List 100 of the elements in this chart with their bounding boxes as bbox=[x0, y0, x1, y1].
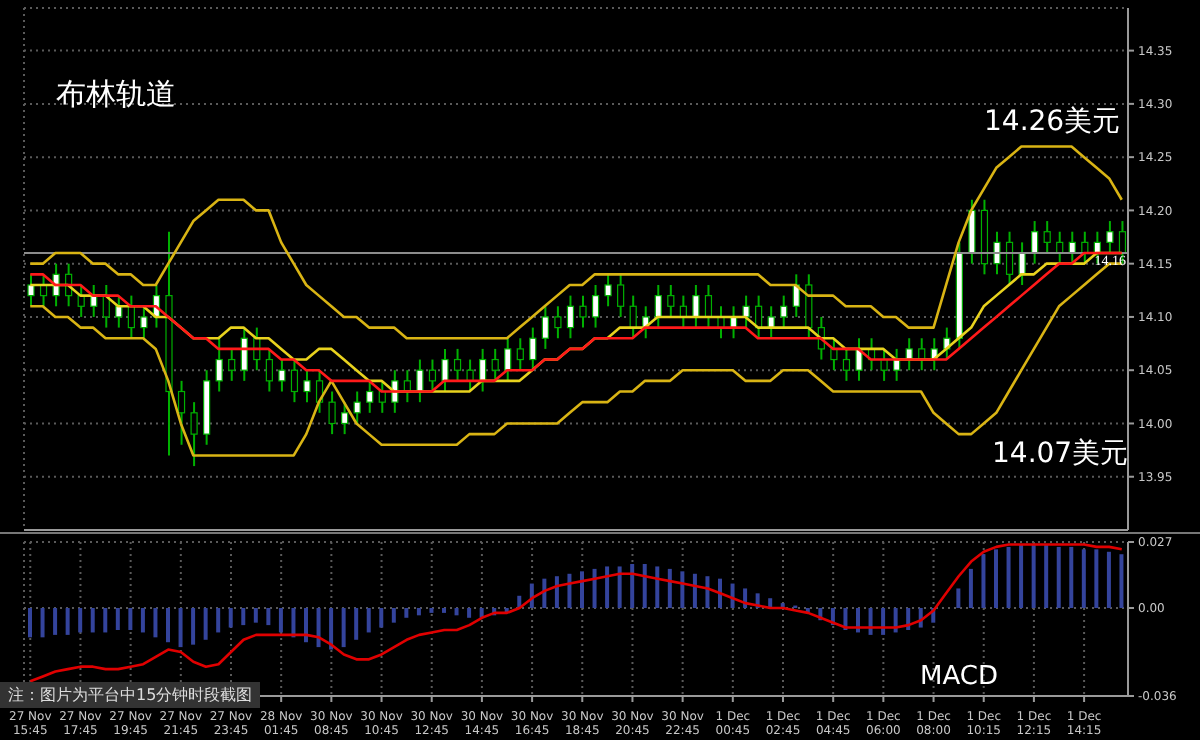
bar bbox=[554, 576, 559, 608]
candlestick bbox=[190, 401, 198, 468]
bar bbox=[291, 608, 296, 638]
candlestick bbox=[855, 337, 863, 382]
candlestick bbox=[968, 198, 976, 265]
bar bbox=[90, 608, 95, 633]
bar bbox=[266, 608, 271, 626]
bar bbox=[592, 568, 597, 608]
bar bbox=[28, 608, 32, 638]
candlestick bbox=[692, 283, 700, 329]
candlestick bbox=[265, 347, 273, 393]
candlestick bbox=[278, 358, 286, 393]
bar bbox=[304, 608, 308, 643]
bar bbox=[467, 608, 472, 618]
bar bbox=[1119, 554, 1124, 608]
bar bbox=[391, 608, 396, 623]
candlestick bbox=[704, 283, 713, 329]
candlestick bbox=[453, 347, 462, 382]
bar bbox=[1044, 544, 1049, 608]
text: MACD bbox=[920, 662, 998, 692]
candlestick bbox=[617, 273, 625, 318]
bar bbox=[404, 608, 409, 618]
bar bbox=[956, 588, 961, 608]
bar bbox=[1019, 544, 1024, 608]
bar bbox=[542, 578, 547, 608]
candlestick bbox=[591, 283, 600, 329]
bar bbox=[166, 608, 170, 643]
candlestick bbox=[240, 326, 248, 382]
bar bbox=[203, 608, 208, 640]
bar bbox=[605, 566, 610, 608]
candlestick bbox=[328, 390, 336, 436]
bar bbox=[103, 608, 108, 633]
bar bbox=[40, 608, 45, 638]
candlestick bbox=[1043, 220, 1051, 255]
bar bbox=[379, 608, 384, 628]
bar bbox=[617, 566, 622, 608]
candlestick bbox=[780, 294, 788, 329]
bar bbox=[128, 608, 133, 630]
bar bbox=[191, 608, 196, 645]
candlestick bbox=[880, 347, 888, 382]
bar bbox=[228, 608, 233, 628]
candlestick bbox=[993, 230, 1001, 276]
bar bbox=[1069, 546, 1074, 608]
text: 布林轨道 bbox=[56, 76, 176, 114]
candlestick bbox=[566, 294, 575, 340]
candlestick bbox=[441, 347, 449, 393]
line-series bbox=[28, 145, 1124, 340]
bar bbox=[341, 608, 346, 648]
bar bbox=[981, 554, 986, 608]
bar bbox=[140, 608, 145, 633]
bar bbox=[994, 549, 998, 608]
bar bbox=[329, 608, 334, 650]
bar bbox=[178, 608, 183, 648]
candlestick bbox=[1031, 220, 1039, 265]
bar bbox=[253, 608, 258, 623]
bar bbox=[416, 608, 421, 616]
bar bbox=[366, 608, 371, 633]
candlestick bbox=[479, 347, 487, 393]
candlestick bbox=[830, 337, 838, 372]
bar bbox=[1081, 549, 1086, 608]
candlestick bbox=[228, 347, 236, 382]
bar bbox=[153, 608, 158, 638]
candlestick bbox=[1106, 220, 1114, 255]
candlestick bbox=[353, 390, 361, 425]
candlestick bbox=[667, 283, 675, 318]
bar bbox=[216, 608, 221, 633]
candlestick bbox=[529, 326, 537, 372]
candlestick bbox=[341, 401, 349, 436]
candlestick bbox=[742, 294, 750, 329]
bar bbox=[78, 608, 83, 633]
annotation: 注：图片为平台中15分钟时段截图 bbox=[0, 682, 261, 708]
bar bbox=[1094, 549, 1099, 608]
candlestick bbox=[554, 305, 562, 340]
candlestick bbox=[290, 358, 299, 404]
bar bbox=[1031, 544, 1036, 608]
bar bbox=[316, 608, 321, 648]
bar bbox=[1006, 546, 1011, 608]
candlestick bbox=[140, 305, 148, 340]
bar bbox=[454, 608, 459, 616]
candlestick bbox=[516, 337, 524, 372]
bar bbox=[53, 608, 58, 635]
bar bbox=[718, 578, 722, 608]
bar bbox=[1056, 546, 1061, 608]
line-series bbox=[28, 543, 1124, 683]
bar bbox=[580, 571, 584, 608]
bar bbox=[65, 608, 70, 635]
candlestick bbox=[366, 379, 374, 414]
candlestick bbox=[303, 369, 311, 404]
bar bbox=[692, 573, 697, 608]
bar bbox=[705, 576, 710, 608]
candlestick bbox=[842, 347, 851, 382]
annotation: 14.26美元 bbox=[984, 104, 1121, 140]
bar bbox=[680, 571, 685, 608]
bar bbox=[655, 566, 660, 608]
bar bbox=[567, 573, 572, 608]
bar bbox=[115, 608, 120, 630]
bar bbox=[642, 564, 647, 608]
candlestick bbox=[1005, 230, 1014, 286]
bar bbox=[241, 608, 246, 626]
bar bbox=[354, 608, 359, 640]
